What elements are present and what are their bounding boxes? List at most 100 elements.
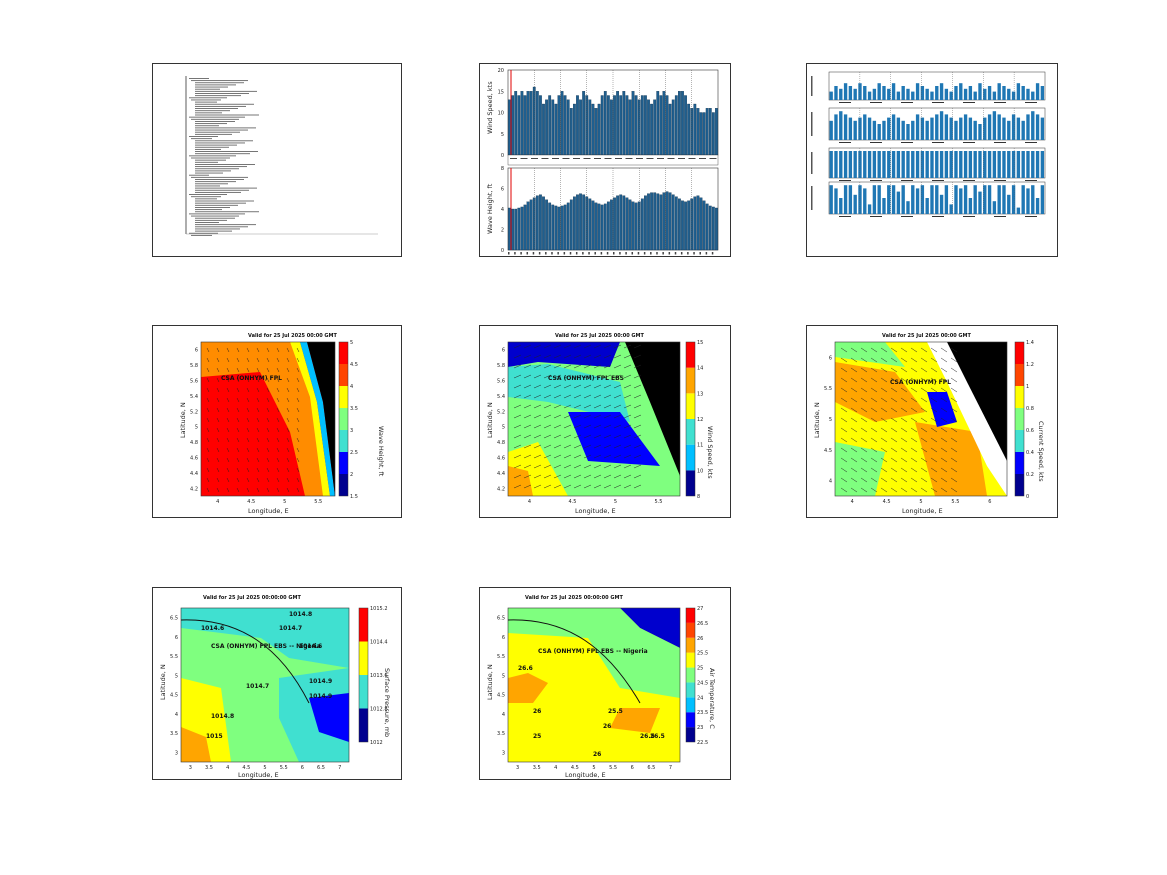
flow-arrow xyxy=(940,397,948,403)
colorbar-segment xyxy=(686,637,695,653)
subplot-bar xyxy=(939,194,944,214)
subplot-bar xyxy=(848,86,853,100)
subplot-bar xyxy=(930,151,934,178)
flow-arrow xyxy=(593,474,602,479)
flow-arrow xyxy=(226,487,230,493)
flow-arrow xyxy=(603,444,612,449)
wind-bar xyxy=(551,99,555,156)
flow-arrow xyxy=(256,437,260,443)
flow-arrow xyxy=(900,467,908,473)
flow-arrow xyxy=(573,454,582,459)
flow-arrow xyxy=(553,364,562,369)
flow-arrow xyxy=(543,444,552,449)
field-band-blue xyxy=(927,392,957,427)
report-text-line xyxy=(191,176,248,178)
flow-arrow xyxy=(593,364,602,369)
subplot-bar xyxy=(1016,117,1021,140)
flow-arrow xyxy=(583,344,592,349)
colorbar-tick: 0.8 xyxy=(1026,406,1034,412)
flow-arrow xyxy=(930,487,938,493)
flow-arrow xyxy=(266,437,270,443)
x-tick: 3.5 xyxy=(205,765,213,771)
flow-arrow xyxy=(603,364,612,369)
flow-arrow xyxy=(613,424,622,429)
flow-arrow xyxy=(266,357,270,363)
report-text-line xyxy=(195,211,259,213)
flow-arrow xyxy=(623,384,632,389)
flow-arrow xyxy=(286,427,290,433)
wind-bar xyxy=(594,108,598,156)
wave-bar xyxy=(647,193,650,251)
report-text-line xyxy=(195,204,238,206)
flow-arrow xyxy=(296,387,300,393)
y-axis-label: Latitude, N xyxy=(486,664,494,700)
flow-arrow xyxy=(900,487,908,493)
x-tick: 4 xyxy=(528,499,531,505)
time-tick-label xyxy=(613,252,615,255)
flow-arrow xyxy=(206,457,210,463)
station-label: CSA (ONHYM) FPL xyxy=(221,375,282,382)
flow-arrow xyxy=(950,357,958,363)
flow-arrow xyxy=(206,437,210,443)
flow-arrow xyxy=(603,404,612,409)
axes-frame xyxy=(507,607,681,763)
subplot-bar xyxy=(1011,114,1016,140)
flow-arrow xyxy=(553,474,562,479)
date-label xyxy=(870,216,882,217)
date-label xyxy=(932,216,944,217)
flow-arrow xyxy=(850,357,858,363)
flow-arrow xyxy=(206,427,210,433)
flow-arrow xyxy=(543,434,552,439)
flow-arrow xyxy=(583,354,592,359)
time-tick-label xyxy=(575,252,578,255)
colorbar-segment xyxy=(686,727,695,742)
flow-arrow xyxy=(523,404,532,409)
subplot-bar xyxy=(887,185,891,214)
flow-arrow xyxy=(523,364,532,369)
subplot-bar xyxy=(863,188,867,214)
subplot-ylabel xyxy=(811,76,813,96)
time-tick-label xyxy=(538,252,541,255)
subplot-bar xyxy=(1002,185,1006,214)
date-label xyxy=(1025,102,1037,103)
flow-arrow xyxy=(246,347,250,353)
flow-arrow xyxy=(226,477,230,483)
flow-arrow xyxy=(553,464,562,469)
report-text-line xyxy=(191,234,212,236)
wind-ytick: 20 xyxy=(498,68,504,74)
flow-arrow xyxy=(940,427,948,433)
flow-arrow xyxy=(840,437,848,443)
flow-arrow xyxy=(890,447,898,453)
flow-arrow xyxy=(236,347,240,353)
flow-arrow xyxy=(286,477,290,483)
report-text-line xyxy=(195,101,217,103)
wave-bar xyxy=(653,192,657,251)
subplot-bar xyxy=(949,151,953,178)
wave-bar xyxy=(594,202,598,251)
date-strip-text xyxy=(636,158,643,159)
report-text-line xyxy=(195,209,222,211)
flow-arrow xyxy=(553,414,562,419)
subplot-bar xyxy=(911,91,915,100)
subplot-bar xyxy=(853,194,857,214)
temperature-map-panel: Valid for 25 Jul 2025 00:00:00 GMT Longi… xyxy=(479,587,731,780)
flow-arrow xyxy=(880,477,888,483)
subplot-bar xyxy=(1035,198,1040,214)
flow-arrow xyxy=(633,434,642,439)
subplot-bar xyxy=(896,117,901,140)
report-text-line xyxy=(189,155,236,157)
wind-bar xyxy=(591,103,595,156)
subplot-bar xyxy=(872,120,877,140)
flow-arrow xyxy=(533,434,542,439)
flow-arrow xyxy=(623,404,632,409)
wind-bar xyxy=(573,103,576,156)
colorbar-tick: 23 xyxy=(697,725,703,731)
subplot-bar xyxy=(987,151,992,178)
y-tick: 5.5 xyxy=(824,386,832,392)
flow-arrow xyxy=(246,387,250,393)
axes-frame xyxy=(200,341,336,497)
flow-arrow xyxy=(880,387,888,393)
flow-arrow xyxy=(890,387,898,393)
report-text-line xyxy=(195,82,244,84)
flow-arrow xyxy=(860,357,868,363)
